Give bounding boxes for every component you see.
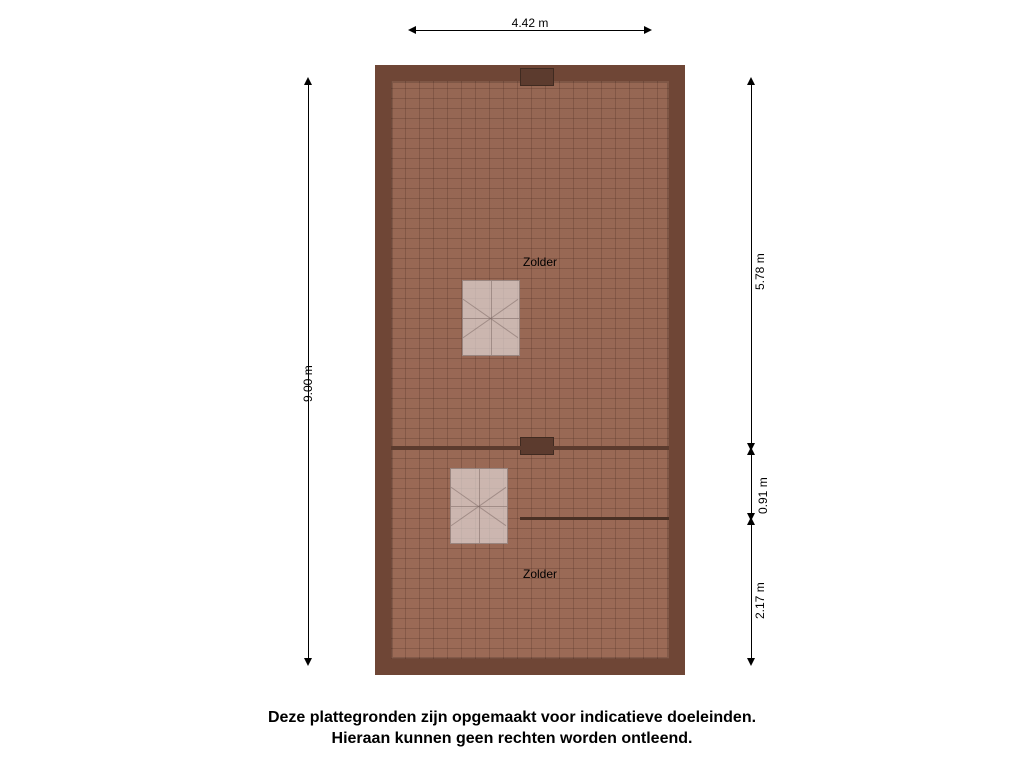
disclaimer-line2: Hieraan kunnen geen rechten worden ontle… [0,729,1024,750]
dim-label-right-top: 5.78 m [753,240,767,290]
dim-arrow [304,77,312,85]
dim-arrow [747,517,755,525]
dim-line-right-mid [751,455,752,513]
room-label: Zolder [523,567,557,581]
dim-label-left: 9.00 m [301,342,315,402]
room-label: Zolder [523,255,557,269]
roof-inner-line [520,517,669,520]
dim-arrow [408,26,416,34]
roof-divider [391,446,669,450]
dim-line-right-bottom [751,525,752,658]
roof-area [375,65,685,675]
dim-line-top [416,30,644,31]
dim-arrow [304,658,312,666]
dim-arrow [747,658,755,666]
skylight [462,280,520,356]
dim-label-top: 4.42 m [500,16,560,30]
dim-label-right-bottom: 2.17 m [753,569,767,619]
dim-label-right-mid: 0.91 m [756,458,770,514]
dim-arrow [747,447,755,455]
disclaimer-text: Deze plattegronden zijn opgemaakt voor i… [0,708,1024,750]
disclaimer-line1: Deze plattegronden zijn opgemaakt voor i… [0,708,1024,729]
dim-line-right-top [751,85,752,443]
skylight [450,468,508,544]
dim-arrow [644,26,652,34]
chimney [520,68,554,86]
dim-arrow [747,77,755,85]
floorplan-canvas: 4.42 m 9.00 m 5.78 m 0.91 m 2.17 m Zolde… [0,0,1024,768]
